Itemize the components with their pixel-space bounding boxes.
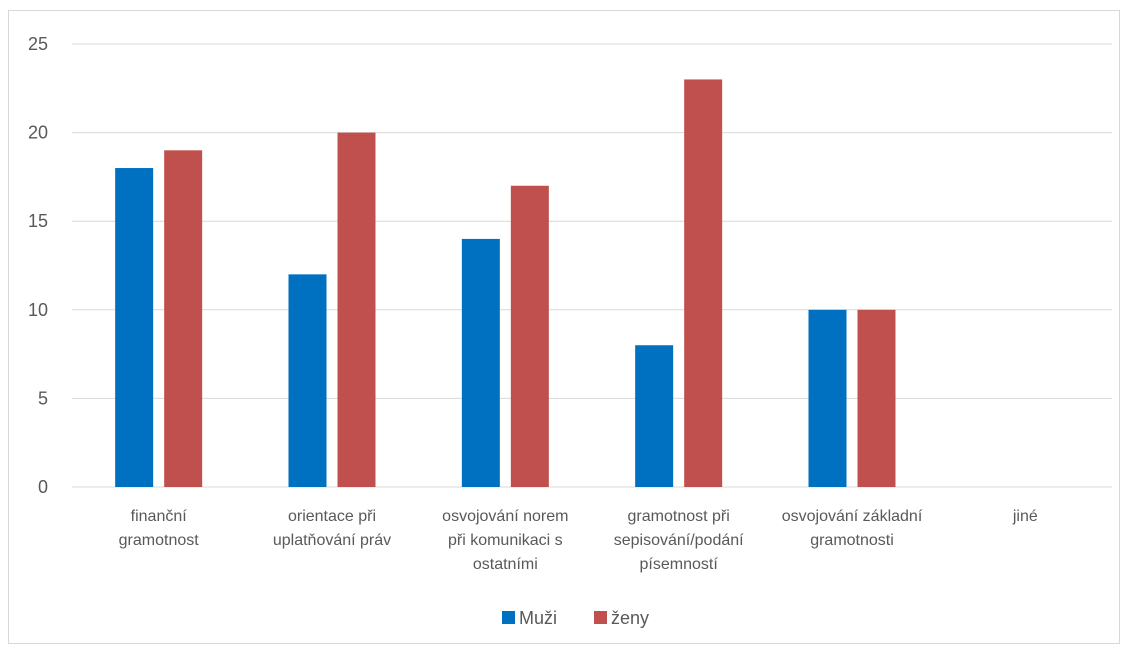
bars xyxy=(115,79,896,488)
x-axis-category-labels: finanční gramotnost orientace při uplatňová… xyxy=(119,508,1038,573)
bar-zeny xyxy=(684,79,723,487)
category-label: osvojování základní xyxy=(782,508,923,525)
bar-muzi xyxy=(635,345,674,487)
category-label: písemností xyxy=(640,556,719,573)
category-label: gramotnosti xyxy=(810,532,894,549)
bar-muzi xyxy=(288,274,327,487)
y-axis-tick-labels: 0 5 10 15 20 25 xyxy=(28,34,48,497)
category-label: jiné xyxy=(1012,508,1038,525)
legend: Muži ženy xyxy=(502,608,649,628)
gridlines xyxy=(72,43,1112,488)
legend-label: Muži xyxy=(519,608,557,628)
y-tick-label: 0 xyxy=(38,477,48,497)
bar-muzi xyxy=(808,309,847,487)
category-label: ostatními xyxy=(473,556,538,573)
y-tick-label: 5 xyxy=(38,388,48,408)
y-tick-label: 25 xyxy=(28,34,48,54)
category-label: finanční xyxy=(131,508,188,525)
legend-swatch xyxy=(502,611,515,624)
legend-label: ženy xyxy=(611,608,649,628)
y-tick-label: 15 xyxy=(28,211,48,231)
category-label: uplatňování práv xyxy=(273,532,391,549)
category-label: orientace při xyxy=(288,508,376,525)
category-label: sepisování/podání xyxy=(614,532,744,549)
bar-zeny xyxy=(857,309,896,487)
y-tick-label: 10 xyxy=(28,300,48,320)
legend-swatch xyxy=(594,611,607,624)
bar-zeny xyxy=(164,150,203,487)
y-tick-label: 20 xyxy=(28,123,48,143)
bar-muzi xyxy=(115,168,154,488)
category-label: osvojování norem xyxy=(442,508,568,525)
bar-zeny xyxy=(510,185,549,487)
bar-zeny xyxy=(337,132,376,487)
category-label: gramotnost xyxy=(119,532,200,549)
category-label: při komunikaci s xyxy=(448,532,563,549)
category-label: gramotnost při xyxy=(628,508,730,525)
bar-muzi xyxy=(461,238,500,487)
